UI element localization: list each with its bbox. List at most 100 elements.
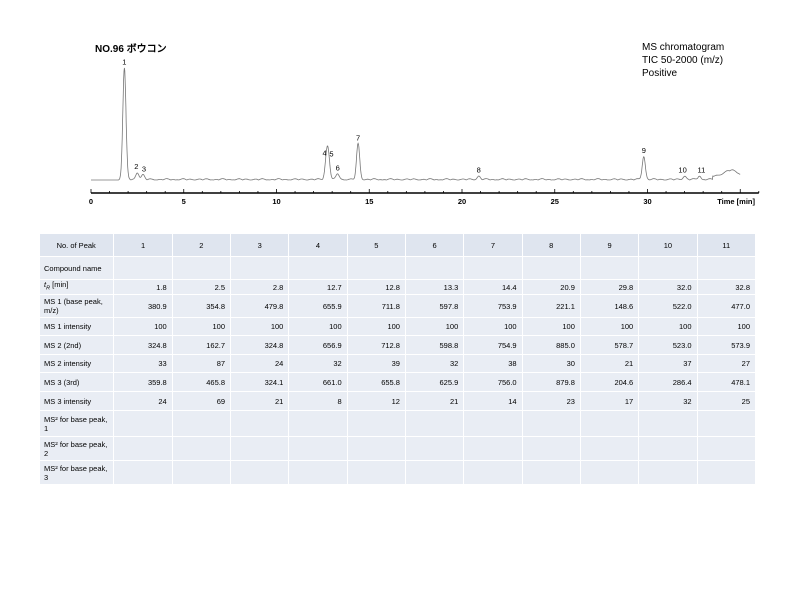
table-cell: 21 [580, 355, 640, 373]
peak-label-5: 5 [329, 149, 333, 158]
table-cell [347, 437, 406, 461]
table-cell: 2.5 [172, 280, 232, 295]
table-cell [405, 461, 465, 485]
row-label: MS 2 (2nd) [40, 336, 115, 355]
table-cell [464, 437, 523, 461]
table-cell [697, 257, 756, 280]
peak-number-header: 5 [347, 234, 406, 257]
table-cell: 2.8 [231, 280, 290, 295]
table-cell: 100 [347, 318, 406, 336]
table-cell [697, 461, 756, 485]
peak-number-header: 11 [697, 234, 756, 257]
peak-label-3: 3 [142, 164, 146, 173]
table-cell: 879.8 [522, 373, 581, 392]
table-cell: 148.6 [580, 295, 640, 318]
tic-trace [91, 67, 741, 181]
header-label: No. of Peak [40, 234, 115, 257]
table-cell [172, 437, 232, 461]
info-line-2: TIC 50-2000 (m/z) [642, 55, 724, 66]
peak-number-header: 10 [639, 234, 698, 257]
table-cell [231, 411, 290, 437]
table-cell [580, 461, 640, 485]
peak-labels: 1 2 3 4 56 7 8 9 10 11 [122, 57, 705, 174]
table-cell: 24 [114, 392, 173, 411]
table-cell: 578.7 [580, 336, 640, 355]
table-cell: 100 [289, 318, 348, 336]
table-cell [580, 411, 640, 437]
table-cell [639, 437, 698, 461]
peak-number-header: 2 [172, 234, 232, 257]
table-cell [231, 437, 290, 461]
table-cell [231, 461, 290, 485]
table-cell: 12.8 [347, 280, 406, 295]
table-cell: 12 [347, 392, 406, 411]
table-cell: 522.0 [639, 295, 698, 318]
table-cell: 37 [639, 355, 698, 373]
row-label: MS 1 (base peak, m/z) [40, 295, 115, 318]
info-line-1: MS chromatogram [642, 42, 725, 53]
table-cell: 87 [172, 355, 232, 373]
table-cell: 21 [405, 392, 465, 411]
row-label: MS² for base peak, 3 [40, 461, 115, 485]
table-cell: 32.8 [697, 280, 756, 295]
table-cell [580, 437, 640, 461]
table-cell [405, 437, 465, 461]
row-label: MS 3 intensity [40, 392, 115, 411]
table-cell: 162.7 [172, 336, 232, 355]
table-cell [522, 437, 581, 461]
table-cell: 597.8 [405, 295, 465, 318]
table-cell: 100 [639, 318, 698, 336]
peak-number-header: 8 [522, 234, 581, 257]
table-cell: 324.1 [231, 373, 290, 392]
row-label: tR [min] [40, 280, 115, 295]
table-row: MS² for base peak, 2 [40, 437, 756, 461]
table-cell: 14 [464, 392, 523, 411]
peak-number-header: 7 [464, 234, 523, 257]
table-cell: 27 [697, 355, 756, 373]
table-cell: 465.8 [172, 373, 232, 392]
table-cell: 625.9 [405, 373, 465, 392]
table-cell: 38 [464, 355, 523, 373]
table-cell: 380.9 [114, 295, 173, 318]
table-cell [697, 437, 756, 461]
table-cell: 100 [522, 318, 581, 336]
table-cell [405, 257, 465, 280]
peak-number-header: 4 [289, 234, 348, 257]
table-cell: 712.8 [347, 336, 406, 355]
table-cell [697, 411, 756, 437]
table-row: MS² for base peak, 3 [40, 461, 756, 485]
peak-label-1: 1 [122, 57, 126, 66]
table-cell [639, 411, 698, 437]
peak-label-10: 10 [678, 166, 686, 175]
table-cell [114, 411, 173, 437]
table-row: MS 2 (2nd) 324.8 162.7 324.8 656.9 712.8 598.8… [40, 336, 756, 355]
table-cell: 32.0 [639, 280, 698, 295]
table-cell: 100 [697, 318, 756, 336]
table-cell: 661.0 [289, 373, 348, 392]
table-cell: 711.8 [347, 295, 406, 318]
table-cell [639, 257, 698, 280]
table-cell: 354.8 [172, 295, 232, 318]
table-row: tR [min] 1.8 2.5 2.8 12.7 12.8 13.3 14.4 20.9 29.… [40, 280, 756, 295]
table-cell: 30 [522, 355, 581, 373]
table-cell: 573.9 [697, 336, 756, 355]
table-row: MS² for base peak, 1 [40, 411, 756, 437]
table-cell [289, 257, 348, 280]
peak-label-8: 8 [477, 166, 481, 175]
table-cell: 17 [580, 392, 640, 411]
table-cell: 100 [231, 318, 290, 336]
row-label: MS² for base peak, 1 [40, 411, 115, 437]
table-cell: 479.8 [231, 295, 290, 318]
table-cell: 100 [580, 318, 640, 336]
x-tick-label: 5 [182, 197, 186, 206]
table-cell: 598.8 [405, 336, 465, 355]
x-tick-label: 25 [551, 197, 559, 206]
table-cell: 21 [231, 392, 290, 411]
table-cell: 756.0 [464, 373, 523, 392]
table-cell: 204.6 [580, 373, 640, 392]
table-cell: 32 [639, 392, 698, 411]
peak-number-header: 3 [231, 234, 290, 257]
table-cell: 655.8 [347, 373, 406, 392]
table-cell: 286.4 [639, 373, 698, 392]
row-label: MS² for base peak, 2 [40, 437, 115, 461]
